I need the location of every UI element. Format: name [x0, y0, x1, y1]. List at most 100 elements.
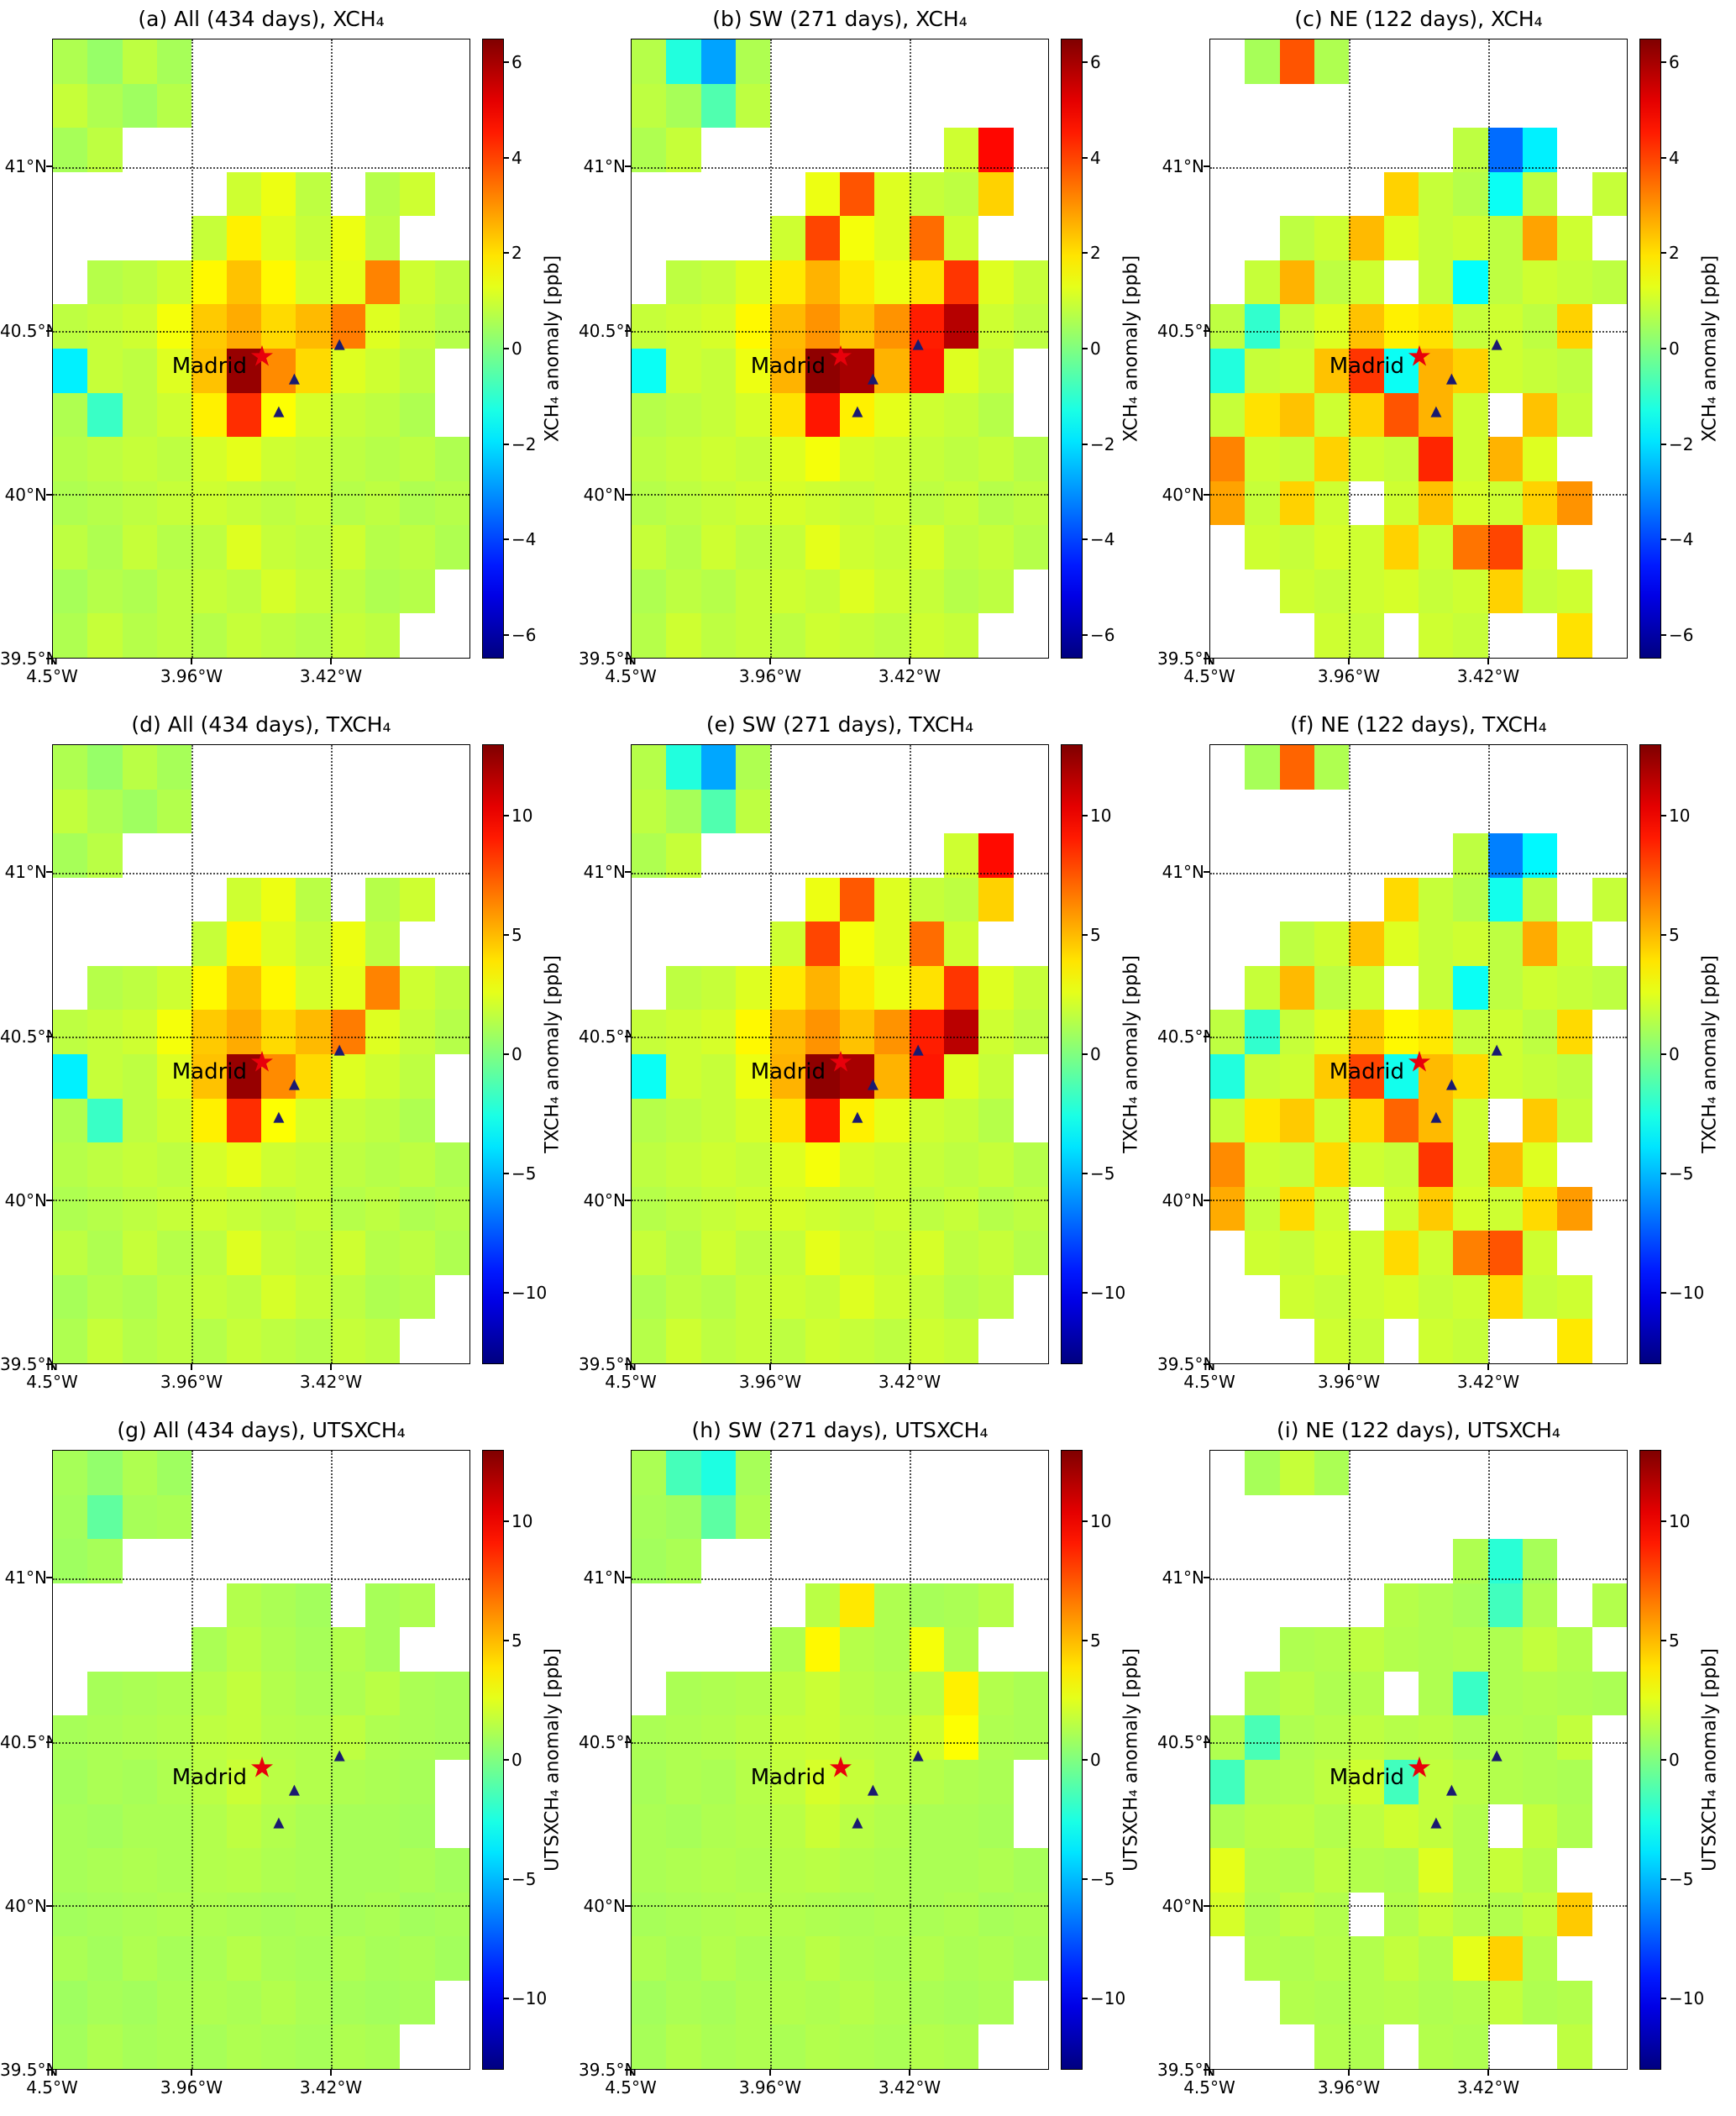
colorbar-tick-mark [1661, 1640, 1666, 1642]
heatmap-cell [260, 260, 296, 305]
colorbar-tick-mark [504, 1997, 509, 1999]
colorbar-tick-mark [504, 1053, 509, 1055]
heatmap-cell [943, 39, 979, 84]
heatmap-cell [1383, 392, 1419, 438]
colorbar [1639, 1450, 1661, 2070]
heatmap-cell [330, 1186, 365, 1231]
heatmap-cell [805, 1892, 840, 1937]
heatmap-cell [365, 1231, 401, 1275]
heatmap-cell [1349, 833, 1384, 878]
heatmap-cell [1383, 877, 1419, 922]
heatmap-cell [874, 1583, 910, 1628]
heatmap-cell [632, 1627, 667, 1672]
colorbar [1061, 744, 1083, 1364]
heatmap-cell [874, 349, 910, 393]
heatmap-cell [1013, 1892, 1048, 1937]
heatmap-cell [156, 1936, 192, 1981]
colorbar-tick-mark [504, 1291, 509, 1294]
heatmap-cell [1418, 1627, 1454, 1672]
heatmap-cell [1245, 1627, 1280, 1672]
heatmap-cell [1453, 1451, 1488, 1495]
lat-tick-mark [1204, 165, 1209, 168]
heatmap-cell [226, 569, 261, 614]
heatmap-cell [156, 1760, 192, 1804]
heatmap-cell [400, 304, 435, 349]
heatmap-cell [1487, 480, 1523, 526]
heatmap-cell [1522, 789, 1558, 834]
heatmap-cell [226, 1627, 261, 1672]
heatmap-cell [700, 1010, 736, 1054]
heatmap-cell [1418, 216, 1454, 260]
heatmap-cell [666, 1804, 701, 1849]
heatmap-cell [156, 1319, 192, 1363]
heatmap-cell [1383, 1980, 1419, 2025]
heatmap-cell [666, 833, 701, 878]
lon-tick-label: 3.96°W [738, 1372, 802, 1392]
heatmap-cell [700, 1848, 736, 1893]
heatmap-cell [191, 1098, 227, 1143]
heatmap-cell [1592, 1804, 1627, 1849]
colorbar-tick-label: 5 [1090, 1630, 1101, 1651]
heatmap-cell [1210, 437, 1246, 481]
heatmap-cell [1013, 437, 1048, 481]
heatmap-cell [1210, 39, 1246, 84]
heatmap-cell [978, 1319, 1014, 1363]
heatmap-cell [1245, 304, 1280, 349]
heatmap-cell [1592, 1319, 1627, 1363]
heatmap-cell [226, 2024, 261, 2069]
heatmap-cell [1418, 1980, 1454, 2025]
heatmap-cell [156, 789, 192, 834]
heatmap-cell [943, 437, 979, 481]
lon-tick-mark [769, 1364, 771, 1370]
heatmap-cell [434, 1319, 469, 1363]
heatmap-cell [839, 1627, 875, 1672]
heatmap-cell [632, 833, 667, 878]
heatmap-cell [700, 833, 736, 878]
colorbar-tick-label: −5 [1669, 1163, 1694, 1184]
heatmap-cell [1487, 1319, 1523, 1363]
heatmap-cell [1453, 1627, 1488, 1672]
lat-tick-label: 40°N [4, 1895, 47, 1916]
heatmap-cell [156, 83, 192, 129]
colorbar-tick-label: 0 [1669, 1750, 1680, 1770]
heatmap-cell [53, 789, 88, 834]
heatmap-cell [1522, 833, 1558, 878]
heatmap-cell [1557, 349, 1592, 393]
colorbar-tick-mark [1083, 1053, 1088, 1055]
heatmap-cell [296, 83, 331, 129]
heatmap-cell [1453, 1892, 1488, 1937]
heatmap-cell [400, 392, 435, 438]
colorbar-tick-mark [504, 815, 509, 817]
heatmap-cell [1245, 1715, 1280, 1760]
colorbar-tick-label: 10 [1669, 806, 1691, 827]
station-triangle-icon: ▲ [912, 335, 924, 353]
heatmap-cell [839, 1848, 875, 1893]
heatmap-cell [700, 1054, 736, 1099]
lat-tick-label: 40°N [4, 484, 47, 505]
heatmap-cell [1487, 1451, 1523, 1495]
heatmap-cell [1557, 2024, 1592, 2069]
gridline-longitude [909, 745, 911, 1363]
heatmap-cell [1349, 1627, 1384, 1672]
colorbar-tick-label: 0 [1669, 339, 1680, 359]
heatmap-cell [770, 1627, 805, 1672]
heatmap-cell [365, 2024, 401, 2069]
colorbar-tick-label: −10 [1669, 1282, 1705, 1303]
colorbar-tick-label: −4 [1090, 529, 1115, 550]
heatmap-cell [909, 1760, 944, 1804]
heatmap-cell [87, 171, 123, 217]
madrid-label: Madrid [1329, 353, 1404, 379]
heatmap-cell [156, 1848, 192, 1893]
heatmap-cell [1245, 1494, 1280, 1540]
heatmap-cell [943, 1054, 979, 1099]
heatmap-cell [365, 1054, 401, 1099]
heatmap-cell [1349, 1539, 1384, 1583]
lat-tick-label: 40.5°N [579, 320, 637, 341]
colorbar-axis-label: UTSXCH₄ anomaly [ppb] [1120, 1648, 1142, 1872]
heatmap-cell [1383, 1583, 1419, 1628]
heatmap-cell [53, 437, 88, 481]
gridline-latitude [53, 1741, 469, 1744]
heatmap-cell [1383, 1715, 1419, 1760]
heatmap-cell [1592, 83, 1627, 129]
heatmap-cell [978, 480, 1014, 526]
